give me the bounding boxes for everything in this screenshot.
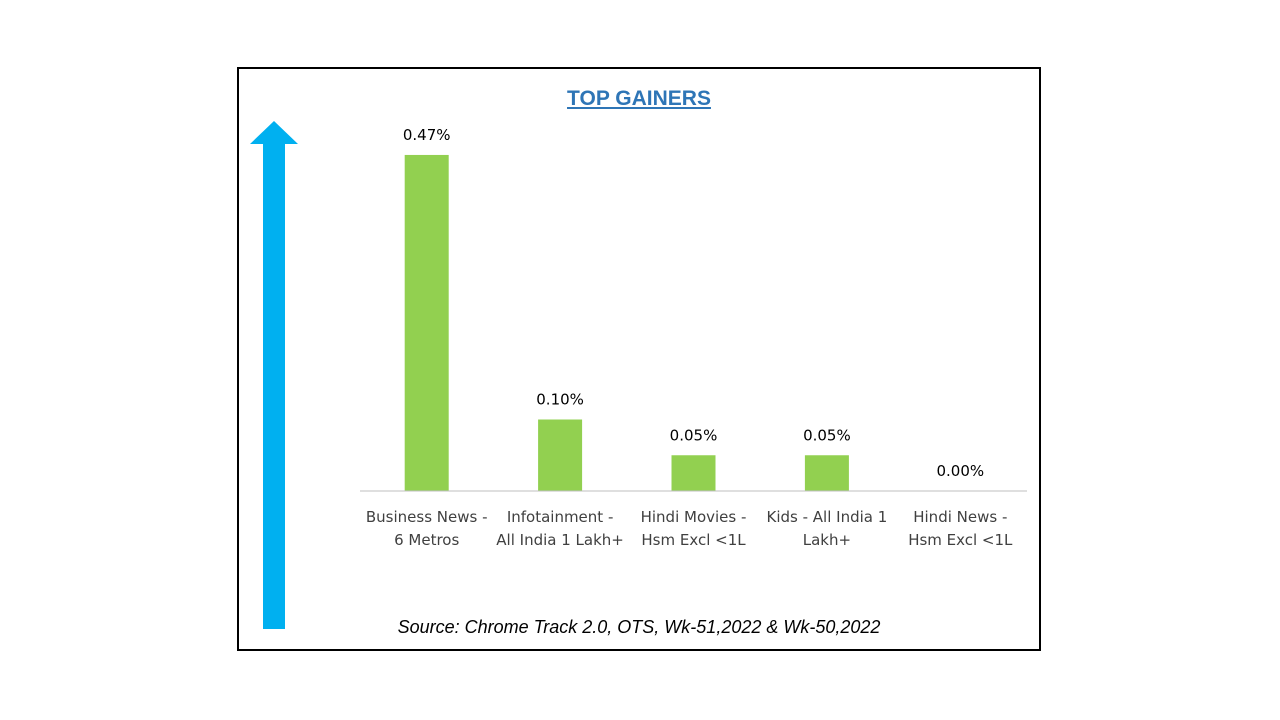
data-label-4: 0.00% (936, 462, 984, 480)
tick-label-3-1: Lakh+ (803, 531, 851, 549)
source-note: Source: Chrome Track 2.0, OTS, Wk-51,202… (397, 617, 881, 637)
tick-label-1-1: All India 1 Lakh+ (496, 531, 624, 549)
tick-label-2-0: Hindi Movies - (641, 508, 747, 526)
chart-frame: TOP GAINERS 0.47% Business News - 6 Metros… (237, 67, 1041, 651)
bar-1 (538, 419, 583, 491)
bar-0 (404, 154, 449, 491)
bar-2 (671, 455, 716, 491)
up-arrow-shape (250, 121, 298, 629)
data-label-2: 0.05% (670, 426, 718, 444)
tick-label-3-0: Kids - All India 1 (767, 508, 888, 526)
tick-label-0-1: 6 Metros (394, 531, 459, 549)
tick-label-1-0: Infotainment - (507, 508, 614, 526)
tick-label-2-1: Hsm Excl <1L (641, 531, 746, 549)
data-label-0: 0.47% (403, 126, 451, 144)
tick-label-4-1: Hsm Excl <1L (908, 531, 1013, 549)
data-label-1: 0.10% (536, 391, 584, 409)
tick-label-0-0: Business News - (366, 508, 488, 526)
data-label-3: 0.05% (803, 426, 851, 444)
up-arrow-icon (250, 121, 298, 629)
chart-title: TOP GAINERS (567, 87, 711, 110)
bar-chart: 0.47% Business News - 6 Metros 0.10% Infotai… (360, 126, 1027, 549)
tick-label-4-0: Hindi News - (913, 508, 1007, 526)
bar-3 (804, 455, 849, 491)
